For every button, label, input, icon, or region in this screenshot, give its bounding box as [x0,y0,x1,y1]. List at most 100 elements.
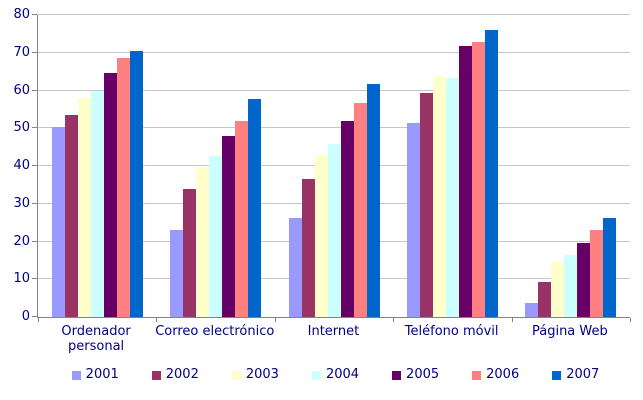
y-axis-tick [32,165,37,166]
bar-2003 [314,155,328,317]
x-axis-tick [156,318,158,322]
legend-label: 2004 [325,367,360,382]
bar-group [512,15,630,317]
y-axis-tick [32,278,37,280]
gridline [38,89,630,91]
category-label: Internet [307,324,360,339]
bar-group [393,15,511,317]
category-label: Página Web [531,324,608,339]
bar-2006 [235,120,249,317]
gridline [38,127,630,129]
y-axis-tick-label: 40 [13,158,30,173]
x-axis-tick [393,318,395,322]
bar-2005 [577,243,591,317]
bar-group [38,15,156,317]
bar-2004 [209,156,223,317]
category-label: Teléfono móvil [404,324,499,339]
y-axis-tick-label: 50 [13,120,30,136]
x-axis-tick [38,318,39,322]
bar-2002 [183,188,197,317]
bar-2007 [484,30,498,317]
y-axis-tick-label: 30 [13,195,30,211]
bar-group [275,15,393,317]
bar-group [156,15,274,317]
bar-2005 [458,45,472,317]
x-axis-category-labels: Ordenador personal Correo electrónico Inte… [37,324,629,354]
legend-item-2006: 2006 [472,368,519,382]
legend-item-2001: 2001 [71,367,119,382]
y-axis-tick [32,14,37,15]
category-cell: Internet [274,324,392,354]
bar-2006 [590,229,604,317]
y-axis-tick-label: 10 [13,271,30,287]
legend-item-2007: 2007 [552,368,599,382]
category-label: Correo electrónico [155,324,275,339]
bar-2004 [564,255,578,317]
category-cell: Página Web [511,324,629,354]
bar-2003 [551,261,565,317]
bar-2007 [129,50,143,317]
legend-swatch-2003 [231,370,241,380]
y-axis-tick-label: 20 [13,233,30,249]
gridline [38,51,630,53]
category-cell: Correo electrónico [155,324,274,354]
bar-2001 [525,303,539,317]
bar-2001 [51,127,65,317]
bar-2001 [406,123,420,317]
y-axis-tick [32,127,37,129]
y-axis-tick [32,51,37,53]
bar-2007 [248,98,262,317]
gridline [38,14,630,15]
legend-item-2002: 2002 [151,367,199,382]
y-axis-tick [32,316,37,317]
legend-swatch-2006 [472,370,482,380]
plot-area: 0 10 20 30 40 50 60 70 80 [13,8,631,324]
y-axis-tick-label: 0 [21,309,30,324]
bar-2003 [432,76,446,317]
bar-2007 [603,218,617,317]
category-label: Ordenador personal [61,324,131,354]
legend-label: 2005 [406,367,440,382]
legend-label: 2006 [486,367,520,382]
bar-2004 [327,144,341,317]
legend-label: 2002 [165,367,199,382]
x-axis-tick [274,318,276,322]
legend-swatch-2005 [392,370,402,380]
y-axis-tick [32,240,37,242]
legend-swatch-2007 [552,370,562,380]
x-axis-tick [511,318,513,322]
category-cell: Teléfono móvil [393,324,511,354]
bar-2005 [222,135,236,317]
y-axis-tick-label: 70 [13,44,30,60]
bar-2005 [340,120,354,317]
bar-2006 [116,58,130,317]
legend-label: 2001 [85,367,119,382]
legend-swatch-2004 [311,370,321,380]
y-axis-tick-label: 80 [13,7,30,22]
bar-2002 [301,179,315,317]
bar-2001 [288,217,302,317]
legend-swatch-2001 [71,370,81,380]
x-axis-tick [630,318,631,322]
bar-2005 [103,73,117,317]
bar-2002 [64,115,78,317]
legend-label: 2003 [245,367,279,382]
bar-2003 [77,98,91,317]
legend-swatch-2002 [151,370,161,380]
bar-2003 [196,166,210,317]
legend-item-2004: 2004 [311,367,360,382]
bar-2006 [471,42,485,317]
bar-2007 [366,84,380,317]
y-axis-tick [32,202,37,204]
y-axis-tick-label: 60 [13,82,30,98]
legend-label: 2007 [566,367,600,382]
legend: 2001 2002 2003 2004 2005 2006 2007 [14,368,643,382]
bar-2006 [353,103,367,317]
bar-2004 [90,90,104,317]
bar-2002 [419,93,433,317]
bar-2001 [170,230,184,317]
legend-item-2005: 2005 [392,368,439,382]
category-cell: Ordenador personal [37,324,155,354]
legend-item-2003: 2003 [231,367,279,382]
